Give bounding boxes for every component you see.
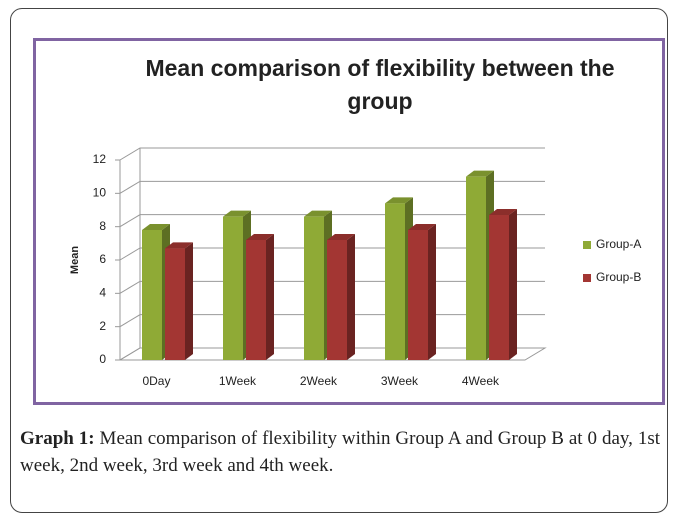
card [10, 8, 668, 513]
bar [304, 216, 324, 360]
bar [408, 230, 428, 360]
bar [223, 216, 243, 360]
x-tick-label: 2Week [300, 374, 338, 388]
bar-side [266, 234, 274, 360]
bar-side [347, 234, 355, 360]
caption-text: Mean comparison of flexibility within Gr… [20, 428, 660, 476]
bar-top [408, 224, 436, 230]
x-tick-label: 0Day [142, 374, 170, 388]
bar-side [185, 242, 193, 360]
y-tick-label: 6 [99, 252, 106, 266]
bar-side [509, 209, 517, 360]
bar-top [466, 170, 494, 177]
grid-line [119, 180, 545, 194]
bar [327, 240, 347, 360]
caption: Graph 1: Mean comparison of flexibility … [20, 425, 660, 479]
bar-top [142, 224, 170, 230]
y-tick-label: 12 [93, 152, 107, 166]
bar [489, 215, 509, 360]
bar-top [327, 234, 355, 240]
bar [466, 176, 486, 360]
y-tick-label: 2 [99, 319, 106, 333]
bar [246, 240, 266, 360]
bar [142, 230, 162, 360]
y-tick-label: 10 [93, 186, 107, 200]
bar-top [165, 242, 193, 249]
x-tick-label: 3Week [381, 374, 419, 388]
x-tick-label: 4Week [462, 374, 500, 388]
bar [385, 203, 405, 360]
legend-swatch [583, 274, 591, 282]
bar-top [489, 209, 517, 215]
y-axis-label: Mean [69, 246, 81, 274]
bar-side [428, 224, 436, 360]
legend-label: Group-A [596, 237, 641, 251]
bar-top [385, 197, 413, 204]
y-tick-label: 4 [99, 286, 106, 300]
chart-title: Mean comparison of flexibility between t… [145, 55, 615, 114]
caption-label: Graph 1: [20, 428, 95, 449]
bar-top [246, 234, 274, 240]
legend-label: Group-B [596, 270, 641, 284]
y-tick-label: 0 [99, 352, 106, 366]
y-tick-label: 8 [99, 219, 106, 233]
bar-top [304, 210, 332, 217]
bar [165, 248, 185, 360]
chart-frame [33, 38, 665, 405]
grid-line [119, 147, 545, 161]
legend-swatch [583, 241, 591, 249]
x-tick-label: 1Week [219, 374, 257, 388]
bar-top [223, 210, 251, 217]
